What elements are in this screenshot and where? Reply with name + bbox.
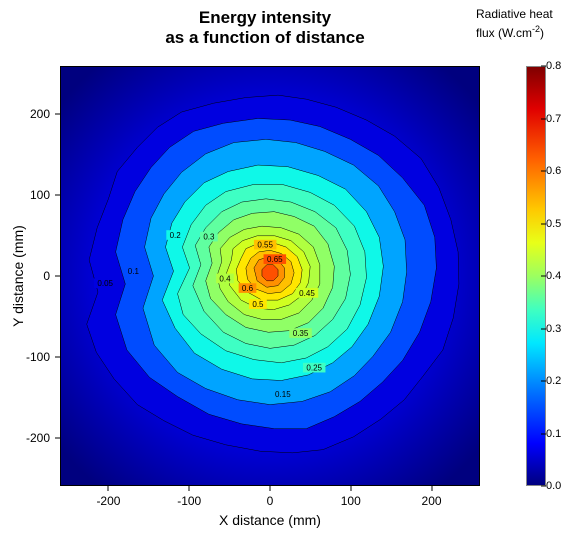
x-tick-label: 200: [422, 494, 442, 508]
contour-label: 0.55: [257, 241, 273, 250]
chart-title: Energy intensity as a function of distan…: [50, 8, 480, 49]
contour-label: 0.4: [219, 274, 231, 283]
plot-area: 0.05 0.1 0.15 0.2 0.25 0.3 0.35 0.4 0.45 0.5 0.55 0…: [60, 66, 480, 486]
x-tick-label: 0: [267, 494, 274, 508]
contour-label: 0.65: [267, 255, 283, 264]
y-axis-label: Y distance (mm): [8, 66, 28, 486]
energy-intensity-chart: Energy intensity as a function of distan…: [0, 0, 580, 557]
x-axis-label: X distance (mm): [60, 512, 480, 528]
contour-label: 0.35: [293, 329, 309, 338]
contour-label: 0.45: [299, 289, 315, 298]
x-axis-ticks: -200 -100 0 100 200: [60, 486, 480, 536]
contour-label: 0.2: [170, 231, 182, 240]
chart-title-line2: as a function of distance: [50, 28, 480, 48]
colorbar-tick-label: 0.1: [546, 428, 561, 440]
contour-label: 0.05: [97, 279, 113, 288]
contour-label: 0.6: [242, 284, 254, 293]
x-tick-label: -100: [177, 494, 201, 508]
contour-label: 0.25: [306, 364, 322, 373]
y-tick-label: -200: [26, 431, 50, 445]
colorbar-tick-label: 0.2: [546, 375, 561, 387]
contour-label: 0.15: [275, 390, 291, 399]
y-tick-label: 200: [30, 107, 50, 121]
x-tick-label: -200: [96, 494, 120, 508]
chart-title-line1: Energy intensity: [50, 8, 480, 28]
contour-svg: 0.05 0.1 0.15 0.2 0.25 0.3 0.35 0.4 0.45 0.5 0.55 0…: [61, 67, 479, 485]
y-tick-label: 0: [43, 269, 50, 283]
colorbar-tick-label: 0.5: [546, 218, 561, 230]
colorbar-tick-label: 0.4: [546, 270, 561, 282]
y-tick-label: -100: [26, 350, 50, 364]
contour-label: 0.1: [128, 267, 140, 276]
contour-label: 0.3: [203, 233, 215, 242]
colorbar-tick-label: 0.6: [546, 165, 561, 177]
contour-fills: [87, 95, 459, 453]
colorbar-title-line2: flux (W.cm-2): [476, 23, 576, 42]
contour-label: 0.5: [252, 300, 264, 309]
colorbar-title: Radiative heat flux (W.cm-2): [476, 6, 576, 42]
y-tick-label: 100: [30, 188, 50, 202]
colorbar-tick-label: 0.3: [546, 323, 561, 335]
colorbar-tick-label: 0.8: [546, 60, 561, 72]
colorbar-ticks: 0.00.10.20.30.40.50.60.70.8: [546, 66, 576, 486]
colorbar-tick-label: 0.7: [546, 113, 561, 125]
x-tick-label: 100: [341, 494, 361, 508]
colorbar-tick-label: 0.0: [546, 480, 561, 492]
colorbar-title-line1: Radiative heat: [476, 6, 576, 23]
